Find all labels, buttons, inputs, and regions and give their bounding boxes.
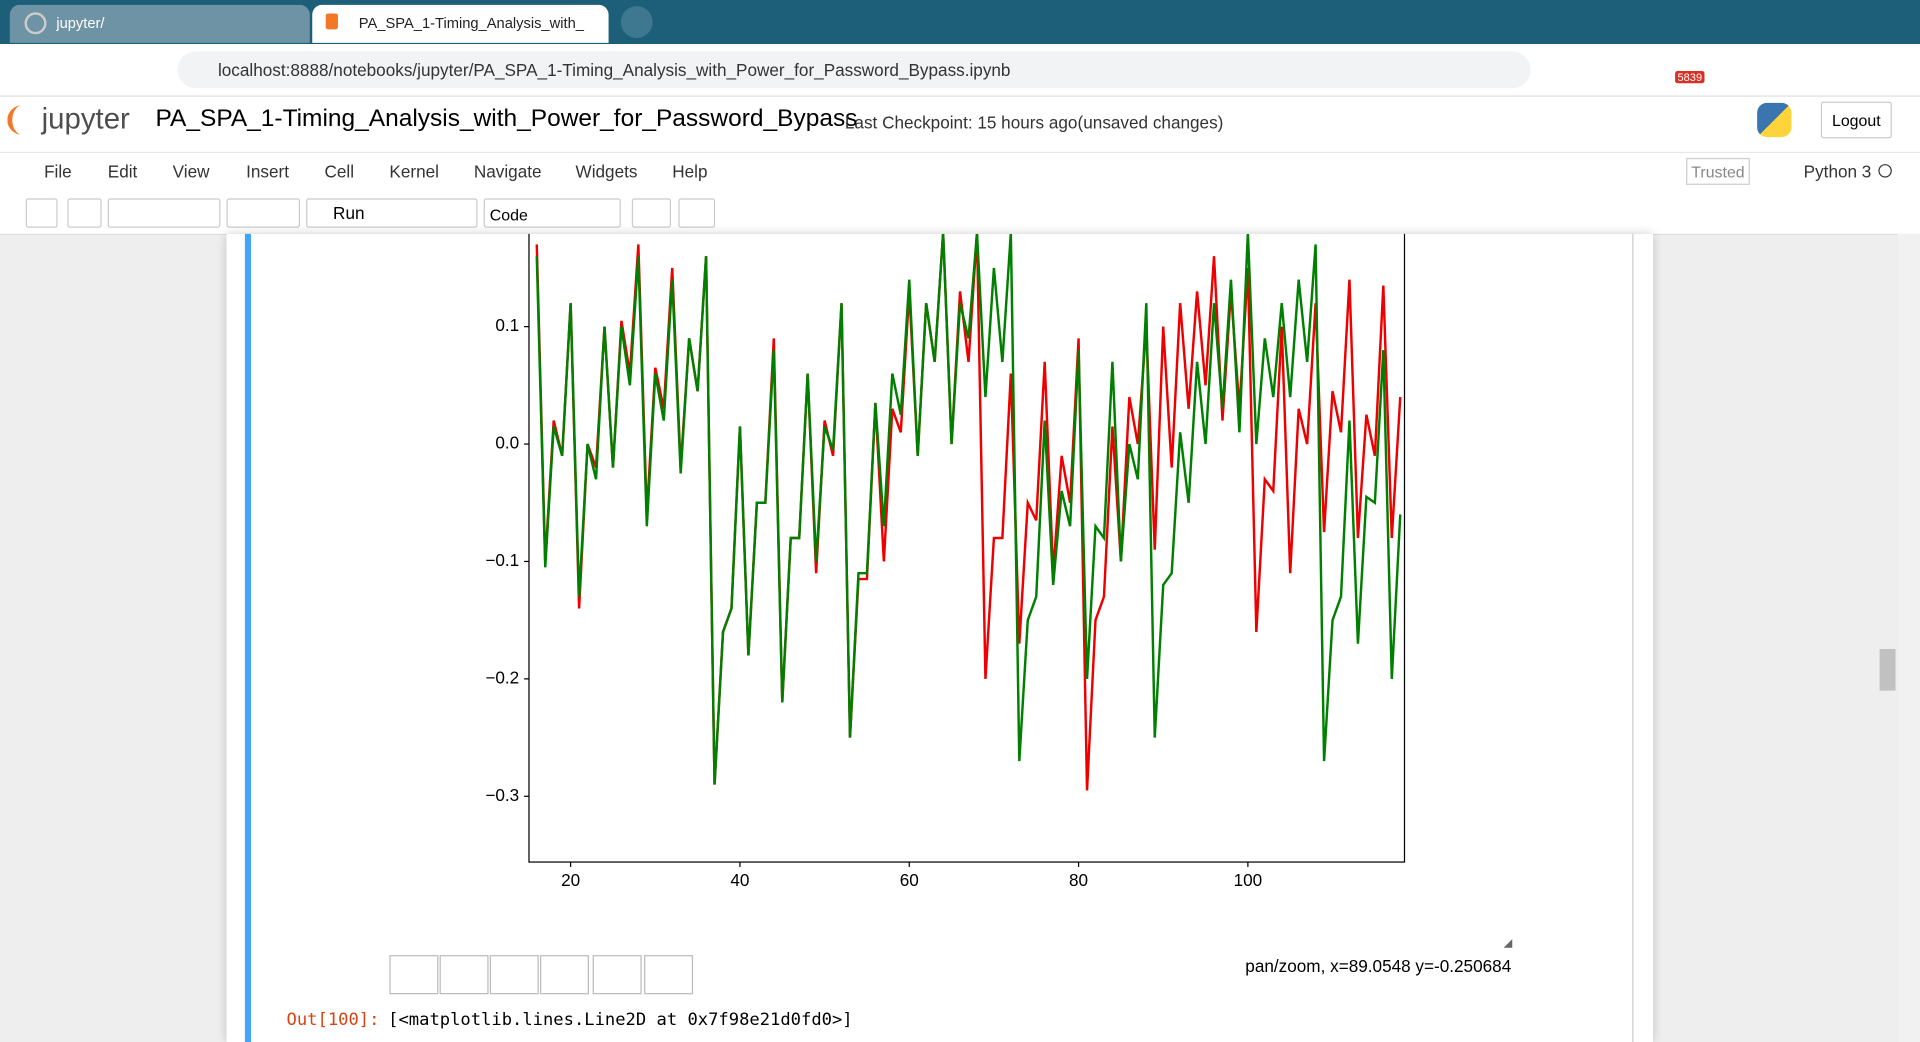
cell-selection-bar [244,233,252,1042]
x-tick-label: 100 [1234,870,1263,890]
menu-item[interactable]: Insert [246,161,289,182]
tab-title: PA_SPA_1-Timing_Analysis_with_ [358,14,584,32]
x-tick-label: 80 [1069,870,1088,890]
menu-item[interactable]: Kernel [389,161,439,182]
menu-item[interactable]: Edit [107,161,138,182]
checkpoint: Last Checkpoint: 15 hours ago [844,112,1078,133]
mail-badge: 5839 [1675,71,1705,84]
series-line [535,233,1402,785]
menu-item[interactable]: Help [672,161,708,182]
url: localhost:8888/notebooks/jupyter/PA_SPA_… [217,60,1011,80]
trusted-indicator[interactable]: Trusted [1686,157,1750,185]
insert-button[interactable] [67,198,102,228]
save-figure-button[interactable] [644,955,694,995]
cell-type-select[interactable] [483,198,621,228]
tab-title: jupyter/ [56,14,105,32]
python-logo [1757,102,1792,138]
figure-status: pan/zoom, x=89.0548 y=-0.250684 [1245,956,1512,976]
y-tick-label: −0.1 [485,550,519,570]
run-label: Run [333,203,365,223]
run-controls[interactable] [306,198,478,228]
menu-bar: File Edit View Insert Cell Kernel Navigate Widg… [0,162,1920,186]
chart: −0.3 −0.2 −0.1 0.0 0.1 20 40 60 80 100 [485,233,1406,890]
kernel-indicator [1878,164,1892,178]
menu-item[interactable]: Navigate [473,161,542,182]
tab-icon [24,12,47,35]
palette-button[interactable] [678,198,716,228]
menu-item[interactable]: Cell [324,161,355,182]
jupyter-logo[interactable]: jupyter [41,102,130,136]
x-tick-label: 20 [561,870,580,890]
notebook-name[interactable]: PA_SPA_1-Timing_Analysis_with_Power_for_… [155,105,858,133]
forward-button[interactable] [489,955,539,995]
tab[interactable]: jupyter/ [9,4,310,43]
y-tick-label: −0.3 [485,785,519,805]
series-line [535,233,1402,791]
y-tick-label: 0.1 [495,315,519,335]
save-status: (unsaved changes) [1077,112,1224,133]
clipboard-buttons[interactable] [107,198,221,228]
output-prompt: Out[100]: [286,1010,380,1030]
cell-border [1632,233,1634,1042]
divider [0,151,1920,154]
move-buttons[interactable] [226,198,301,228]
pan-button[interactable] [540,955,589,995]
save-button[interactable] [25,198,58,228]
notebook-page [226,233,1654,1042]
x-tick-label: 40 [730,870,749,890]
tab-icon [325,13,338,30]
y-tick-label: 0.0 [495,433,519,453]
keyboard-button[interactable] [631,198,672,228]
new-tab-button[interactable] [620,6,653,38]
resize-handle[interactable] [1503,939,1513,948]
logout-button[interactable]: Logout [1820,101,1892,139]
kernel-name: Python 3 [1803,161,1872,182]
y-tick-label: −0.2 [485,667,519,687]
address-bar[interactable] [177,51,1531,89]
jupyter-logo-mark [7,105,36,135]
x-tick-label: 60 [900,870,919,890]
menu-item[interactable]: View [172,161,210,182]
axes-frame [528,233,1406,863]
tab[interactable]: PA_SPA_1-Timing_Analysis_with_ [312,4,609,43]
scrollbar[interactable] [1897,233,1920,1042]
scrollbar-thumb[interactable] [1879,648,1896,691]
menu-item[interactable]: File [44,161,72,182]
home-button[interactable] [389,955,439,995]
cell-type: Code [489,205,528,225]
zoom-button[interactable] [592,955,642,995]
output-text: [<matplotlib.lines.Line2D at 0x7f98e21d0… [388,1010,853,1030]
back-button[interactable] [439,955,489,995]
menu-item[interactable]: Widgets [575,161,638,182]
